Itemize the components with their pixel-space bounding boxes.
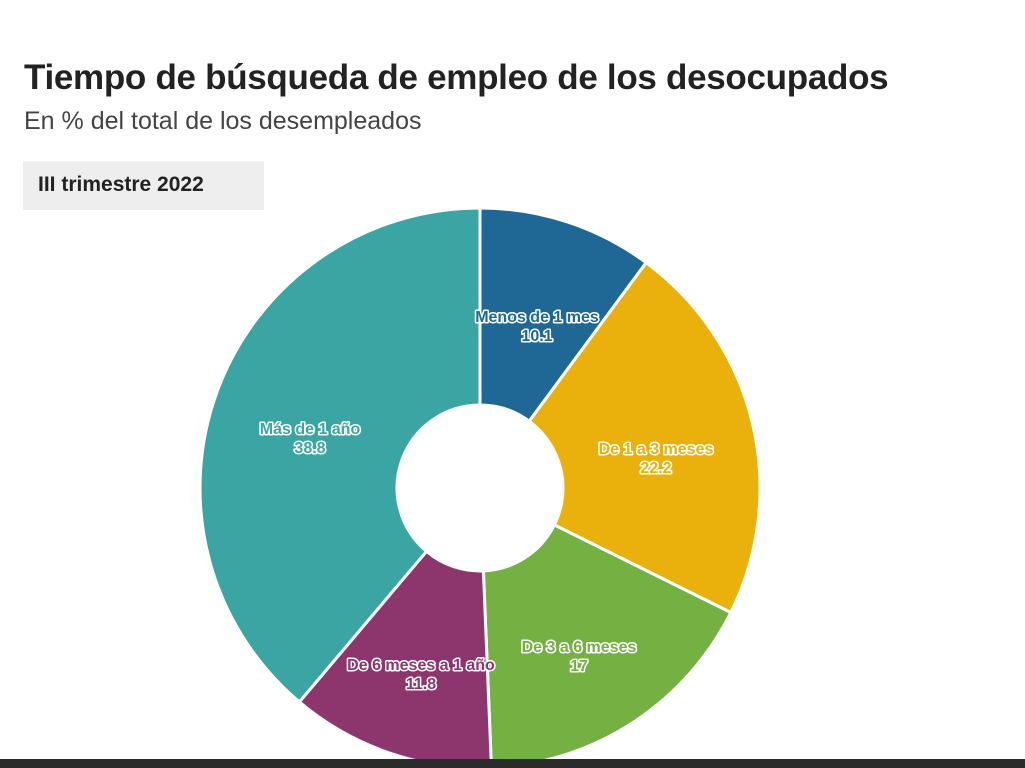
slice-value-label: 10.1	[521, 328, 552, 345]
tab-iii-trimestre-2022[interactable]: III trimestre 2022	[23, 161, 264, 210]
bottom-bar	[0, 759, 1025, 768]
slice-label-de-6-meses-a-1-ano: De 6 meses a 1 año 11.8	[347, 657, 495, 693]
slice-value-label: 17	[570, 658, 588, 675]
slice-category-label: De 1 a 3 meses	[599, 441, 714, 458]
slice-category-label: De 6 meses a 1 año	[347, 657, 495, 674]
slice-value-label: 22.2	[640, 460, 671, 477]
slice-label-de-3-a-6-meses: De 3 a 6 meses 17	[522, 639, 637, 675]
slices-layer	[198, 206, 762, 768]
labels-layer: Menos de 1 mes 10.1 De 1 a 3 meses 22.2 De 3…	[258, 308, 715, 695]
slice-value-label: 38.8	[294, 440, 325, 457]
chart-subtitle: En % del total de los desempleados	[24, 107, 422, 135]
slice-label-mas-de-1-ano: Más de 1 año 38.8	[260, 421, 361, 457]
slice-category-label: De 3 a 6 meses	[522, 639, 637, 656]
slice-value-label: 11.8	[406, 676, 436, 693]
slice-de-1-a-3-meses[interactable]	[527, 260, 762, 615]
slice-label-menos-de-1-mes: Menos de 1 mes 10.1	[475, 309, 599, 345]
slice-category-label: Más de 1 año	[260, 421, 361, 438]
chart-title: Tiempo de búsqueda de empleo de los deso…	[24, 58, 889, 97]
slice-label-de-1-a-3-meses: De 1 a 3 meses 22.2	[599, 441, 714, 477]
slice-menos-de-1-mes[interactable]	[478, 206, 649, 424]
slice-mas-de-1-ano[interactable]	[198, 206, 482, 705]
slice-category-label: Menos de 1 mes	[475, 309, 599, 326]
